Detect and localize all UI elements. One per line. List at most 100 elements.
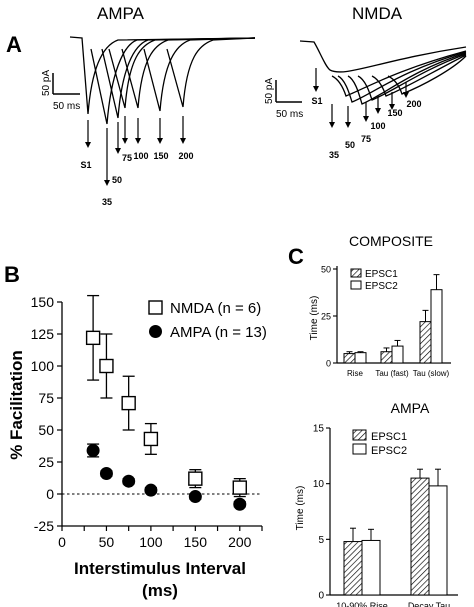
- bar-epsc2: [428, 485, 448, 596]
- ampa-stimulus-markers: S1 35 50 75 100 150 200: [80, 116, 194, 207]
- legend-swatch-nmda: [148, 300, 163, 315]
- facilitation-y-ticks: -25 0 25 50 75 100 125 150: [31, 294, 62, 534]
- nmda-traces: [299, 40, 467, 105]
- bar-category-label: Tau (slow): [413, 369, 450, 378]
- bar-epsc2: [430, 289, 443, 364]
- bar-epsc1: [410, 477, 430, 596]
- ampa-kinetics-y-label: Time (ms): [295, 486, 306, 531]
- y-tick-label: 75: [38, 390, 54, 406]
- ampa-kinetics-legend-swatch-epsc2: [352, 443, 367, 455]
- y-tick-label: 125: [31, 326, 55, 342]
- ampa-stim-label-100: 100: [133, 151, 148, 161]
- ampa-point: [99, 467, 113, 481]
- bar-category-label: Tau (fast): [375, 369, 409, 378]
- legend-label-ampa: AMPA (n = 13): [170, 324, 267, 341]
- ampa-trace-35: [90, 37, 256, 125]
- legend-swatch-ampa: [149, 325, 162, 338]
- panel-label-b: B: [4, 262, 20, 287]
- nmda-stim-label-150: 150: [387, 108, 402, 118]
- ampa-trace-100: [121, 37, 256, 109]
- y-tick-label: 25: [38, 454, 54, 470]
- composite-chart: COMPOSITE 0 25 50 Time (ms) Rise Tau (fast)…: [309, 233, 451, 378]
- ampa-kinetics-legend: EPSC1 EPSC2: [352, 429, 407, 457]
- nmda-traces-title: NMDA: [352, 4, 403, 23]
- nmda-point: [121, 395, 136, 411]
- ampa-scale-current: 50 pA: [41, 70, 52, 96]
- bar-epsc1: [380, 351, 393, 364]
- nmda-trace-50: [337, 51, 467, 103]
- nmda-trace-75: [347, 52, 467, 105]
- ampa-stim-arrow-150-head: [157, 138, 163, 144]
- nmda-stim-label-35: 35: [329, 150, 339, 160]
- nmda-stim-label-S1: S1: [311, 96, 322, 106]
- x-tick-label: 50: [99, 534, 115, 550]
- nmda-stim-arrow-150-head: [389, 104, 395, 110]
- ampa-traces-panel: AMPA 50 pA 50 ms S1 35 50 75 100 150 200: [41, 4, 256, 207]
- nmda-stim-label-50: 50: [345, 140, 355, 150]
- bar-y-tick-label: 15: [313, 424, 325, 435]
- ampa-stim-label-50: 50: [112, 175, 122, 185]
- bar-epsc1: [343, 541, 363, 596]
- nmda-stim-label-75: 75: [361, 134, 371, 144]
- nmda-point: [99, 358, 114, 374]
- bar-epsc1: [419, 321, 432, 364]
- ampa-kinetics-bars: [343, 468, 448, 596]
- ampa-stim-arrow-35-head: [104, 180, 110, 186]
- ampa-stim-arrow-75-head: [122, 138, 128, 144]
- nmda-stim-arrow-35-head: [329, 122, 335, 128]
- x-tick-label: 0: [58, 534, 66, 550]
- legend-label-nmda: NMDA (n = 6): [170, 300, 261, 317]
- ampa-stim-label-S1: S1: [80, 160, 91, 170]
- nmda-stim-label-200: 200: [406, 99, 421, 109]
- ampa-kinetics-legend-label-epsc1: EPSC1: [371, 431, 407, 443]
- nmda-trace-150: [371, 54, 467, 97]
- bar-category-label: Rise: [347, 369, 364, 378]
- x-tick-label: 200: [228, 534, 252, 550]
- ampa-trace-S1: [69, 36, 256, 115]
- y-tick-label: 0: [46, 486, 54, 502]
- bar-y-tick-label: 25: [321, 312, 331, 322]
- nmda-point: [85, 330, 101, 346]
- ampa-point: [233, 497, 247, 511]
- ampa-point: [122, 474, 136, 488]
- composite-y-ticks: 0 25 50: [321, 265, 337, 369]
- bar-y-tick-label: 10: [313, 479, 325, 490]
- nmda-trace-200: [387, 55, 467, 95]
- ampa-kinetics-categories: 10-90% Rise Decay Tau: [336, 601, 450, 607]
- ampa-point: [144, 483, 158, 497]
- ampa-trace-75: [108, 37, 256, 109]
- facilitation-series-marks: [85, 294, 247, 511]
- ampa-point: [188, 490, 202, 504]
- panel-label-c: C: [288, 244, 304, 269]
- ampa-trace-50: [101, 37, 256, 119]
- composite-categories: Rise Tau (fast) Tau (slow): [347, 369, 450, 378]
- ampa-stim-label-35: 35: [102, 197, 112, 207]
- composite-legend-swatch-epsc1: [350, 268, 362, 278]
- composite-y-label: Time (ms): [309, 296, 320, 341]
- nmda-scalebar: 50 pA 50 ms: [264, 78, 303, 120]
- y-tick-label: 150: [31, 294, 55, 310]
- ampa-kinetics-legend-label-epsc2: EPSC2: [371, 445, 407, 457]
- nmda-stim-arrow-S1-head: [313, 86, 319, 92]
- nmda-scale-time: 50 ms: [276, 109, 303, 120]
- ampa-kinetics-chart: AMPA 0 5 10 15 Time (ms) 10-90% Rise Decay T…: [295, 400, 458, 607]
- composite-legend-label-epsc1: EPSC1: [365, 269, 398, 280]
- nmda-stim-label-100: 100: [370, 121, 385, 131]
- ampa-kinetics-title: AMPA: [391, 400, 430, 416]
- ampa-trace-200: [166, 37, 256, 108]
- composite-title: COMPOSITE: [349, 233, 433, 249]
- nmda-stim-arrow-50-head: [345, 122, 351, 128]
- bar-y-tick-label: 50: [321, 265, 331, 275]
- composite-legend-label-epsc2: EPSC2: [365, 281, 398, 292]
- bar-y-tick-label: 0: [326, 359, 331, 369]
- nmda-stim-arrow-100-head: [375, 108, 381, 114]
- bar-epsc1: [343, 353, 356, 364]
- bar-epsc2: [391, 345, 404, 364]
- bar-y-tick-label: 0: [318, 591, 324, 602]
- x-tick-label: 100: [139, 534, 163, 550]
- nmda-trace-100: [357, 53, 467, 101]
